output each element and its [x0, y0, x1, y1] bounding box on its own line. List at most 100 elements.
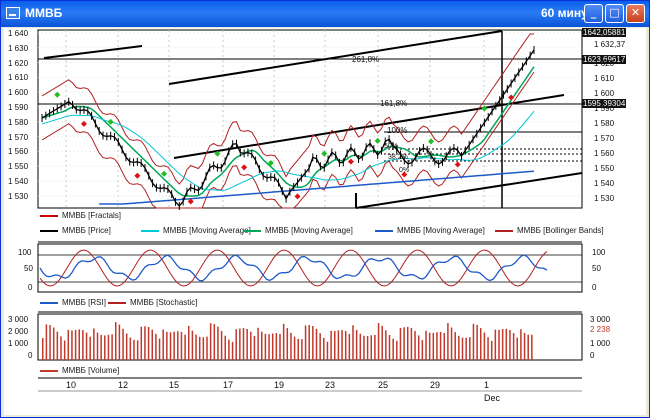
fib-label-261: 261,8% — [352, 55, 380, 64]
volume-bar — [63, 340, 66, 360]
volume-bar — [147, 327, 150, 360]
legend-ma-long[interactable]: ММВБ [Moving Average] — [375, 226, 485, 235]
fractal-down-marker — [187, 198, 194, 205]
x-tick: 23 — [325, 380, 336, 390]
legend-ma-fast[interactable]: ММВБ [Moving Average] — [243, 226, 353, 235]
volume-bar — [301, 339, 303, 360]
volume-bar — [235, 329, 237, 360]
legend-rsi[interactable]: ММВБ [RSI] — [40, 298, 106, 307]
volume-bar — [352, 325, 354, 360]
legend-ma-slow[interactable]: ММВБ [Moving Average] — [141, 226, 251, 235]
volume-bar — [166, 331, 168, 360]
volume-bar — [162, 329, 164, 360]
volume-bar — [169, 332, 172, 360]
volume-bar — [523, 332, 526, 360]
minimize-button[interactable]: _ — [584, 4, 603, 23]
fractal-down-marker — [401, 171, 408, 178]
price-y-tick-right: 1 570 — [594, 134, 615, 143]
volume-bar — [290, 332, 292, 360]
volume-bar — [344, 331, 347, 360]
volume-bar — [363, 335, 365, 360]
volume-bar — [286, 328, 289, 360]
moving-average-fast — [41, 66, 535, 197]
volume-bar — [374, 334, 376, 360]
volume-bar — [461, 337, 464, 360]
volume-bar — [410, 328, 413, 360]
volume-bar — [173, 331, 175, 360]
volume-bar — [89, 336, 91, 360]
last-price-box: 1642,05881 — [582, 28, 627, 37]
fractal-down-marker — [454, 161, 461, 168]
volume-bar — [414, 330, 416, 360]
volume-bar — [403, 327, 405, 360]
volume-bar — [472, 323, 475, 360]
volume-bar — [198, 336, 201, 360]
legend-bollinger[interactable]: ММВБ [Bollinger Bands] — [495, 226, 604, 235]
volume-bar — [213, 324, 216, 360]
volume-bar — [341, 329, 343, 360]
volume-bar — [122, 328, 124, 360]
volume-bar — [425, 330, 427, 360]
trendline-short — [43, 45, 143, 59]
volume-bar — [136, 340, 139, 360]
fib-label-38: 38,2% — [388, 154, 408, 161]
volume-bar — [348, 333, 351, 360]
x-tick: 15 — [169, 380, 180, 390]
price-y-tick: 1 630 — [8, 43, 29, 53]
volume-bar — [501, 329, 504, 360]
price-y-tick-right: 1 610 — [594, 74, 615, 83]
legend-price[interactable]: ММВБ [Price] — [40, 226, 111, 235]
volume-bar — [71, 330, 73, 360]
chart-area[interactable]: 1642,05881 1623,69617 1595,39304 261,8% … — [4, 28, 646, 415]
moving-average-long — [99, 170, 535, 205]
title-bar[interactable]: ММВБ 60 минут _ □ ✕ — [1, 1, 649, 27]
price-y-tick-right: 1 560 — [594, 149, 615, 158]
volume-bar — [454, 332, 456, 360]
fractal-down-marker — [508, 94, 515, 101]
volume-bar — [385, 330, 387, 360]
fib-price-box: 1623,69617 — [582, 55, 627, 64]
volume-bar — [140, 326, 143, 360]
close-button[interactable]: ✕ — [626, 4, 645, 23]
vol-y-tick-right: 1 000 — [590, 339, 611, 348]
volume-bar — [242, 328, 245, 360]
x-tick: 1 — [484, 380, 490, 390]
price-line — [41, 49, 535, 207]
volume-bar — [447, 323, 449, 360]
volume-bar — [308, 325, 310, 360]
volume-bar — [206, 336, 208, 360]
volume-bar — [184, 334, 186, 360]
volume-bar — [377, 323, 380, 360]
legend-fractals[interactable]: ММВБ [Fractals] — [40, 211, 121, 220]
volume-bar — [293, 336, 296, 360]
volume-bar — [487, 337, 489, 360]
volume-bar — [439, 331, 442, 360]
x-month-label: Dec — [484, 393, 501, 403]
channel-middle-line — [173, 94, 565, 159]
legend-volume[interactable]: ММВБ [Volume] — [40, 366, 119, 375]
volume-bar — [224, 335, 226, 360]
vol-last-value: 2 238 — [590, 325, 611, 334]
chart-canvas[interactable] — [4, 28, 646, 415]
bollinger-lower — [41, 71, 535, 209]
fib-label-0: 0% — [399, 167, 410, 174]
volume-bar — [370, 335, 372, 360]
fractal-up-marker — [374, 137, 381, 144]
osc-y-tick: 100 — [18, 248, 32, 257]
price-y-tick: 1 560 — [8, 147, 29, 157]
price-y-tick: 1 600 — [8, 88, 29, 98]
volume-bar — [304, 325, 307, 360]
volume-bar — [399, 327, 402, 360]
volume-bar — [129, 337, 132, 360]
volume-bar — [118, 324, 121, 360]
price-y-tick: 1 640 — [8, 29, 29, 38]
maximize-button[interactable]: □ — [605, 4, 624, 23]
volume-bar — [279, 334, 281, 360]
volume-bar — [42, 338, 44, 360]
legend-stochastic[interactable]: ММВБ [Stochastic] — [108, 298, 198, 307]
fractal-up-marker — [107, 118, 114, 125]
volume-bar — [326, 341, 329, 360]
volume-bar — [67, 329, 70, 360]
volume-bar — [297, 338, 299, 360]
